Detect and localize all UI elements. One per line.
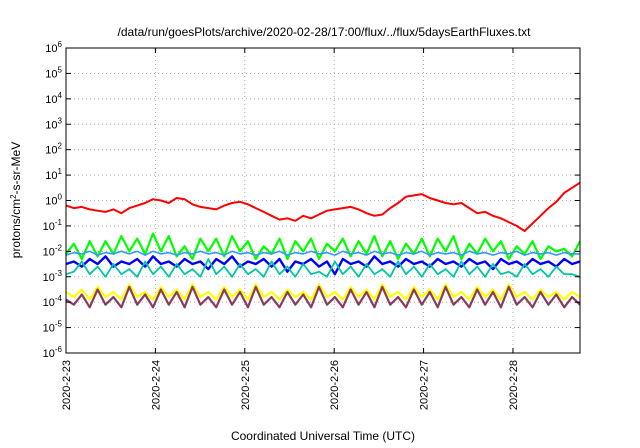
y-tick-base: 10 bbox=[45, 68, 57, 80]
y-tick-base: 10 bbox=[45, 94, 57, 106]
y-tick-base: 10 bbox=[45, 119, 57, 131]
y-axis-label-prefix: protons/cm bbox=[9, 199, 23, 258]
series-line-2 bbox=[65, 232, 581, 261]
y-tick-label: 104 bbox=[45, 91, 62, 106]
y-tick-base: 10 bbox=[45, 170, 57, 182]
y-axis-label: protons/cm2-s-sr-MeV bbox=[9, 142, 24, 258]
y-tick-base: 10 bbox=[45, 43, 57, 55]
y-tick-label: 101 bbox=[45, 167, 62, 182]
y-tick-exponent: 0 bbox=[58, 193, 63, 202]
y-tick-exponent: -4 bbox=[55, 294, 63, 303]
y-tick-exponent: 1 bbox=[58, 167, 63, 176]
y-tick-base: 10 bbox=[43, 221, 55, 233]
y-tick-label: 105 bbox=[45, 65, 62, 80]
y-tick-label: 10-2 bbox=[43, 243, 63, 258]
y-tick-base: 10 bbox=[45, 196, 57, 208]
y-tick-base: 10 bbox=[43, 272, 55, 284]
series-line-1 bbox=[65, 181, 581, 232]
y-tick-label: 100 bbox=[45, 193, 62, 208]
y-tick-base: 10 bbox=[43, 323, 55, 335]
y-axis-label-suffix: -s-sr-MeV bbox=[9, 142, 23, 195]
y-tick-label: 102 bbox=[45, 142, 62, 157]
y-tick-exponent: 5 bbox=[58, 65, 63, 74]
series-line-3 bbox=[65, 250, 580, 256]
y-tick-exponent: 4 bbox=[58, 91, 63, 100]
y-tick-exponent: -2 bbox=[55, 243, 63, 252]
series-line-6 bbox=[65, 283, 581, 301]
y-tick-exponent: 6 bbox=[58, 40, 63, 49]
y-tick-label: 10-3 bbox=[43, 269, 63, 284]
y-tick-exponent: -3 bbox=[55, 269, 63, 278]
x-tick-label: 2020-2-25 bbox=[240, 360, 252, 410]
y-tick-base: 10 bbox=[43, 297, 55, 309]
y-tick-label: 10-5 bbox=[43, 320, 63, 335]
y-tick-label: 103 bbox=[45, 116, 62, 131]
x-axis-label: Coordinated Universal Time (UTC) bbox=[231, 429, 415, 443]
x-tick-label: 2020-2-26 bbox=[329, 360, 341, 410]
y-tick-base: 10 bbox=[43, 246, 55, 258]
y-tick-base: 10 bbox=[45, 145, 57, 157]
y-tick-exponent: -5 bbox=[55, 320, 63, 329]
x-axis: 2020-2-23 2020-2-24 2020-2-25 2020-2-26 2020… bbox=[61, 48, 520, 410]
series-layer bbox=[65, 181, 581, 309]
x-tick-label: 2020-2-28 bbox=[508, 360, 520, 410]
y-tick-label: 106 bbox=[45, 40, 62, 55]
series-line-4 bbox=[65, 255, 581, 276]
y-tick-label: 10-6 bbox=[43, 345, 63, 360]
series-line-5 bbox=[65, 258, 581, 278]
x-tick-label: 2020-2-23 bbox=[61, 360, 73, 410]
y-tick-exponent: 3 bbox=[58, 116, 63, 125]
y-tick-exponent: -6 bbox=[55, 345, 63, 354]
y-axis: 10-610-510-410-310-210-11001011021031041… bbox=[43, 40, 580, 360]
grid-lines bbox=[66, 48, 580, 353]
y-tick-exponent: -1 bbox=[55, 218, 63, 227]
series-line-7 bbox=[65, 285, 581, 309]
y-tick-base: 10 bbox=[43, 348, 55, 360]
y-axis-label-sup: 2 bbox=[9, 194, 18, 199]
y-tick-label: 10-1 bbox=[43, 218, 63, 233]
chart-title: /data/run/goesPlots/archive/2020-02-28/1… bbox=[118, 25, 532, 39]
y-tick-exponent: 2 bbox=[58, 142, 63, 151]
x-tick-label: 2020-2-27 bbox=[419, 360, 431, 410]
y-tick-label: 10-4 bbox=[43, 294, 63, 309]
x-tick-label: 2020-2-24 bbox=[150, 360, 162, 410]
